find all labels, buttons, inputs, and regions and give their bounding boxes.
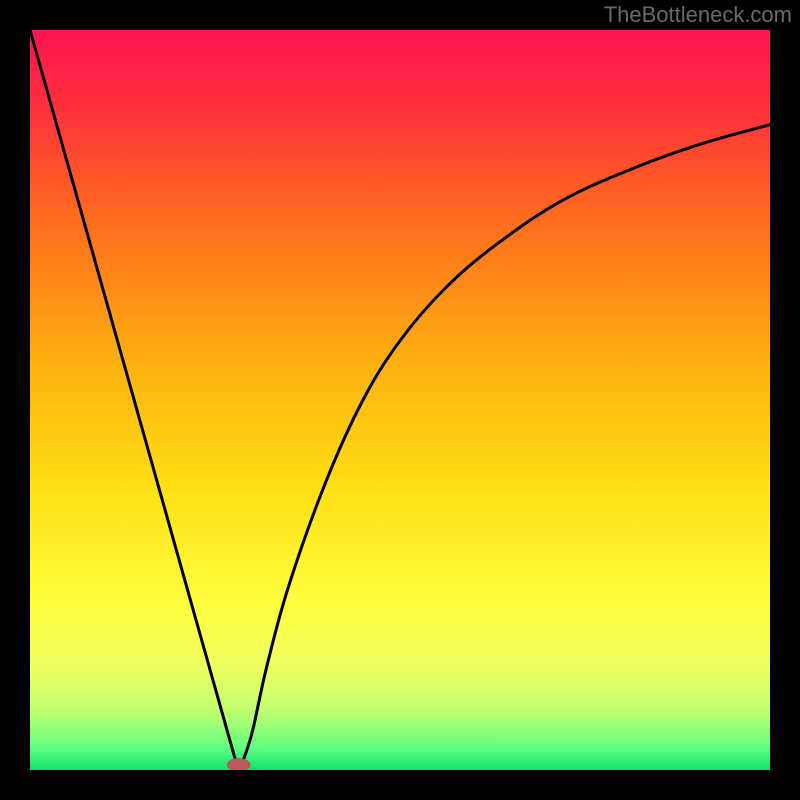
- chart-container: TheBottleneck.com: [0, 0, 800, 800]
- plot-area: [30, 30, 770, 770]
- watermark-text: TheBottleneck.com: [604, 2, 792, 28]
- gradient-background: [30, 30, 770, 770]
